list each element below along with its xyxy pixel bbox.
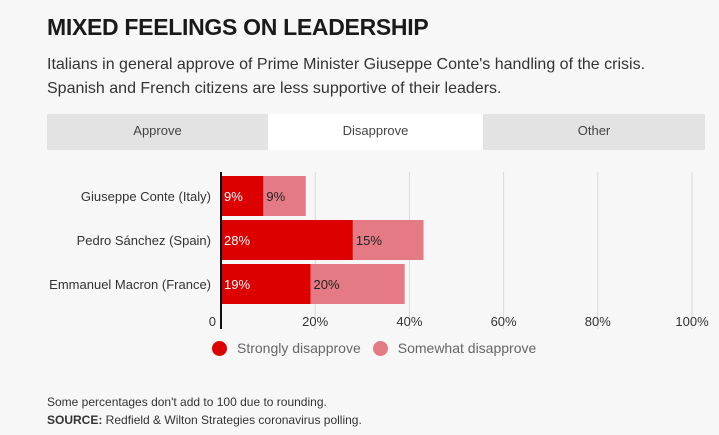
legend-swatch-somewhat — [372, 340, 388, 356]
source-text: Redfield & Wilton Strategies coronavirus… — [102, 413, 362, 427]
x-tick-label: 0 — [209, 314, 216, 329]
bar-somewhat-disapprove — [352, 220, 424, 260]
source-line: SOURCE: Redfield & Wilton Strategies cor… — [47, 413, 362, 427]
legend-item-somewhat: Somewhat disapprove — [372, 340, 537, 356]
bar-strongly-disapprove — [221, 176, 264, 216]
tab-disapprove[interactable]: Disapprove — [268, 114, 483, 150]
x-tick-label: 20% — [302, 314, 328, 329]
rounding-note: Some percentages don't add to 100 due to… — [47, 395, 327, 409]
legend-label-somewhat: Somewhat disapprove — [397, 340, 537, 356]
legend-swatch-strong — [212, 340, 227, 356]
category-label: Emmanuel Macron (France) — [49, 277, 211, 292]
data-label: 15% — [356, 233, 382, 248]
chart-legend: Strongly disapprove Somewhat disapprove — [212, 340, 548, 356]
bar-somewhat-disapprove — [310, 264, 405, 304]
tab-other[interactable]: Other — [483, 114, 705, 150]
response-tabs: Approve Disapprove Other — [47, 114, 705, 150]
bar-chart: 0 20% 40% 60% 80% 100% 9% 9% Giuseppe Conte (Ita… — [49, 172, 709, 329]
subtitle-line-2: Spanish and French citizens are less sup… — [47, 80, 502, 97]
data-label: 9% — [266, 189, 285, 204]
chart-title: MIXED FEELINGS ON LEADERSHIP — [47, 14, 429, 40]
data-label: 9% — [224, 189, 243, 204]
bar-strongly-disapprove — [221, 220, 353, 260]
x-tick-label: 40% — [396, 314, 422, 329]
bar-strongly-disapprove — [221, 264, 311, 304]
subtitle-line-1: Italians in general approve of Prime Min… — [47, 56, 646, 73]
x-tick-label: 80% — [585, 314, 611, 329]
tab-approve[interactable]: Approve — [47, 114, 268, 150]
data-label: 28% — [224, 233, 250, 248]
source-label: SOURCE: — [47, 413, 103, 427]
category-label: Giuseppe Conte (Italy) — [81, 189, 211, 204]
legend-item-strong: Strongly disapprove — [212, 340, 361, 356]
legend-label-strong: Strongly disapprove — [237, 340, 361, 356]
data-label: 20% — [313, 277, 339, 292]
chart-subtitle: Italians in general approve of Prime Min… — [47, 53, 707, 101]
bar-somewhat-disapprove — [263, 176, 306, 216]
data-label: 19% — [224, 277, 250, 292]
category-label: Pedro Sánchez (Spain) — [77, 233, 211, 248]
x-tick-label: 100% — [675, 314, 709, 329]
x-tick-label: 60% — [491, 314, 517, 329]
